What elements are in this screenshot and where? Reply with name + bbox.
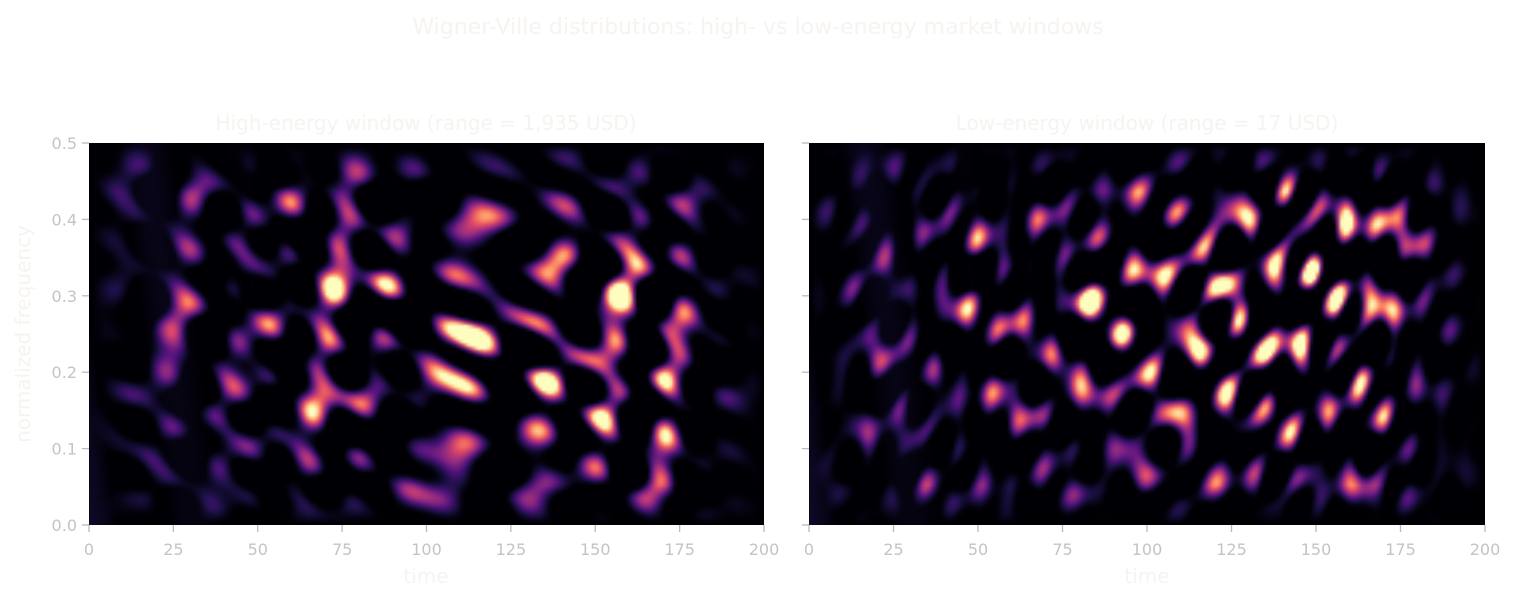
panel-high-energy: High-energy window (range = 1,935 USD) 0… (11, 111, 779, 588)
y-tick-label: 0.5 (52, 134, 77, 153)
x-tick-label: 0 (84, 540, 94, 559)
x-tick-label: 0 (804, 540, 814, 559)
wigner-ville-heatmap-low-energy (809, 143, 1485, 525)
x-tick-label: 25 (883, 540, 903, 559)
x-axis-label-low-energy: time (1124, 564, 1169, 588)
x-tick-label: 100 (411, 540, 442, 559)
wigner-ville-heatmap-high-energy (89, 143, 764, 525)
x-tick-label: 150 (580, 540, 611, 559)
figure-title: Wigner-Ville distributions: high- vs low… (412, 15, 1103, 40)
x-axis-label-high-energy: time (403, 564, 448, 588)
panel-title-high-energy: High-energy window (range = 1,935 USD) (215, 111, 636, 135)
y-tick-label: 0.2 (52, 363, 77, 382)
x-tick-label: 200 (749, 540, 780, 559)
x-tick-label: 125 (496, 540, 527, 559)
x-tick-label: 150 (1301, 540, 1332, 559)
x-tick-label: 50 (968, 540, 988, 559)
y-tick-label: 0.1 (52, 440, 77, 459)
y-axis-label: normalized frequency (11, 225, 35, 443)
x-tick-label: 125 (1216, 540, 1247, 559)
y-tick-label: 0.0 (52, 516, 77, 535)
x-axis-high-energy: 0 25 50 75 100 125 150 175 200 (84, 525, 779, 559)
y-tick-label: 0.4 (52, 210, 77, 229)
y-axis-high-energy: 0.0 0.1 0.2 0.3 0.4 0.5 (52, 134, 89, 535)
y-axis-low-energy (802, 142, 809, 526)
x-axis-low-energy: 0 25 50 75 100 125 150 175 200 (804, 525, 1500, 559)
x-tick-label: 100 (1132, 540, 1163, 559)
x-tick-label: 25 (163, 540, 183, 559)
x-tick-label: 175 (1385, 540, 1416, 559)
x-tick-label: 200 (1470, 540, 1501, 559)
x-tick-label: 50 (248, 540, 268, 559)
x-tick-label: 175 (664, 540, 695, 559)
panel-title-low-energy: Low-energy window (range = 17 USD) (956, 111, 1339, 135)
x-tick-label: 75 (1052, 540, 1072, 559)
y-tick-label: 0.3 (52, 287, 77, 306)
x-tick-label: 75 (332, 540, 352, 559)
panel-low-energy: Low-energy window (range = 17 USD) 0 25 50… (802, 111, 1500, 588)
